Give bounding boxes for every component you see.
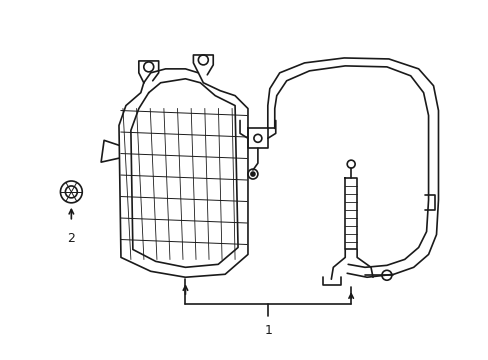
Circle shape (250, 172, 254, 176)
Text: 2: 2 (67, 231, 75, 244)
Text: 1: 1 (264, 324, 272, 337)
